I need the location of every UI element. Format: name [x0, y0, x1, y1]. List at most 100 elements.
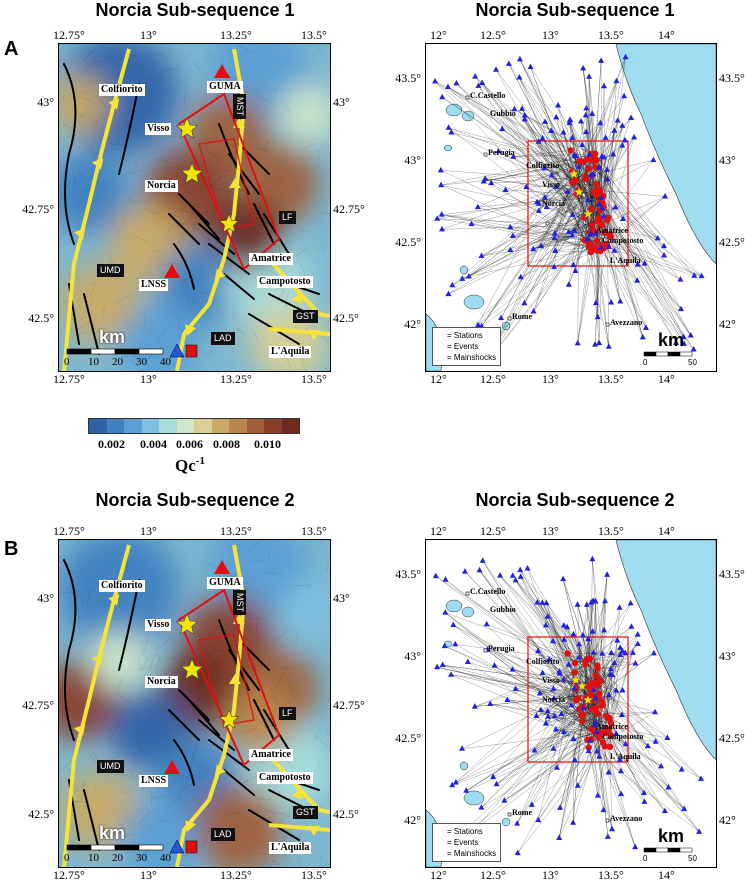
- city-campotosto: Campotosto: [602, 236, 644, 245]
- mainshock-star: [175, 117, 199, 139]
- colorbar-tick: 0.002: [98, 437, 125, 451]
- station-lnss: [164, 264, 180, 278]
- lat-tick-right: 43°: [333, 95, 350, 109]
- city-marker: [465, 591, 470, 596]
- study-area-box: [527, 636, 629, 763]
- lake: [459, 265, 469, 275]
- region-map-canvas: [426, 540, 716, 867]
- label-lnss: LNSS: [139, 279, 169, 291]
- study-area-box: [527, 140, 629, 267]
- scale-bar: [66, 844, 164, 851]
- colorbar-tick: 0.010: [254, 437, 281, 451]
- lon-tick-bottom: 13.25°: [220, 372, 252, 386]
- lat-tick-right: 42.75°: [333, 698, 365, 712]
- lat-tick-right: 42.5°: [719, 235, 745, 249]
- lon-tick-bottom: 13°: [542, 372, 559, 386]
- city-visso: Visso: [542, 180, 560, 189]
- scale-km-label: km: [99, 327, 126, 347]
- region-map-a: C.Castello Gubbio Perugia Colfiorito Visso No…: [425, 43, 717, 372]
- label-lnss: LNSS: [139, 775, 169, 787]
- lon-tick-top: 12°: [430, 524, 447, 538]
- lat-tick-left: 42.5°: [395, 731, 421, 745]
- lon-tick-bottom: 13.5°: [598, 372, 624, 386]
- event-symbol: [185, 344, 198, 358]
- lat-tick-right: 42.5°: [333, 807, 359, 821]
- lon-tick-bottom: 13°: [542, 868, 559, 882]
- colorbar-tick: 0.008: [213, 437, 240, 451]
- lat-tick-left: 43°: [37, 591, 54, 605]
- adriatic-sea: [615, 540, 716, 761]
- lon-tick-bottom: 13.5°: [598, 868, 624, 882]
- mainshock-star: [576, 680, 588, 691]
- colorbar-tick: 0.006: [176, 437, 203, 451]
- lake: [463, 790, 485, 806]
- city-marker: [605, 818, 610, 823]
- lat-tick-left: 42.75°: [22, 698, 54, 712]
- city-marker: [483, 648, 488, 653]
- lon-tick-top: 13°: [140, 524, 157, 538]
- scale-tick: 50: [688, 358, 697, 367]
- city-perugia: Perugia: [488, 148, 515, 157]
- panel-b-left-title: Norcia Sub-sequence 2: [95, 490, 295, 510]
- colorbar-swatch: [106, 419, 124, 433]
- lat-tick-right: 42.5°: [333, 311, 359, 325]
- stations: [432, 53, 705, 363]
- lon-tick-top: 13°: [542, 28, 559, 42]
- event-symbol: [185, 840, 198, 854]
- lon-tick-top: 13.25°: [220, 28, 252, 42]
- lon-tick-bottom: 13.5°: [301, 372, 327, 386]
- mainshock-star: [568, 168, 580, 179]
- label-gst: GST: [293, 310, 318, 323]
- legend-events: = Events: [447, 342, 479, 351]
- lat-tick-left: 42°: [404, 317, 421, 331]
- mainshock-star: [175, 613, 199, 635]
- lon-tick-top: 12.5°: [480, 524, 506, 538]
- city-rome: Rome: [512, 808, 532, 817]
- city-colfiorito: Colfiorito: [526, 657, 560, 666]
- city-campotosto: Campotosto: [602, 732, 644, 741]
- region-map-canvas: [426, 44, 716, 371]
- lon-tick-top: 14°: [658, 524, 675, 538]
- lat-tick-left: 42.75°: [22, 202, 54, 216]
- label-mst: MST: [233, 590, 246, 615]
- city-laquila: L'Aquila: [610, 752, 641, 761]
- city-rome: Rome: [512, 312, 532, 321]
- scale-bar: [643, 847, 693, 853]
- mainshock-star: [582, 208, 594, 219]
- qc-map-a: Colfiorito GUMA MST Visso Norcia LF Amatrice UM…: [58, 43, 331, 372]
- stations: [432, 555, 705, 856]
- scale-km-label: km: [658, 826, 685, 846]
- legend-stations: = Stations: [447, 331, 483, 340]
- scale-tick: 40: [160, 356, 171, 368]
- city-gubbio: Gubbio: [490, 605, 516, 614]
- label-umd: UMD: [97, 760, 124, 773]
- scale-km-label: km: [99, 823, 126, 843]
- label-visso: Visso: [145, 619, 172, 631]
- label-guma: GUMA: [207, 577, 243, 589]
- label-lad: LAD: [211, 828, 235, 841]
- city-norcia: Norcia: [542, 199, 565, 208]
- lon-tick-top: 13.5°: [301, 524, 327, 538]
- lon-tick-bottom: 13°: [140, 372, 157, 386]
- mainshock-star: [218, 709, 240, 729]
- city-marker: [507, 812, 512, 817]
- lat-tick-left: 42.5°: [28, 311, 54, 325]
- city-norcia: Norcia: [542, 695, 565, 704]
- qc-map-canvas: [59, 540, 330, 867]
- qc-map-b: Colfiorito GUMA MST Visso Norcia LF Amatrice UM…: [58, 539, 331, 868]
- lat-tick-left: 42.5°: [395, 235, 421, 249]
- label-lad: LAD: [211, 332, 235, 345]
- label-guma: GUMA: [207, 81, 243, 93]
- colorbar-swatch: [159, 419, 177, 433]
- legend-mainshocks: = Mainshocks: [447, 353, 497, 362]
- lon-tick-bottom: 12.75°: [53, 372, 85, 386]
- scale-tick: 30: [136, 356, 147, 368]
- colorbar: [88, 418, 300, 434]
- city-marker: [465, 95, 470, 100]
- lake: [461, 606, 475, 618]
- lon-tick-top: 13.5°: [598, 524, 624, 538]
- legend-events: = Events: [447, 838, 479, 847]
- mainshock-star: [180, 162, 204, 184]
- adriatic-sea: [615, 44, 716, 265]
- city-gubbio: Gubbio: [490, 109, 516, 118]
